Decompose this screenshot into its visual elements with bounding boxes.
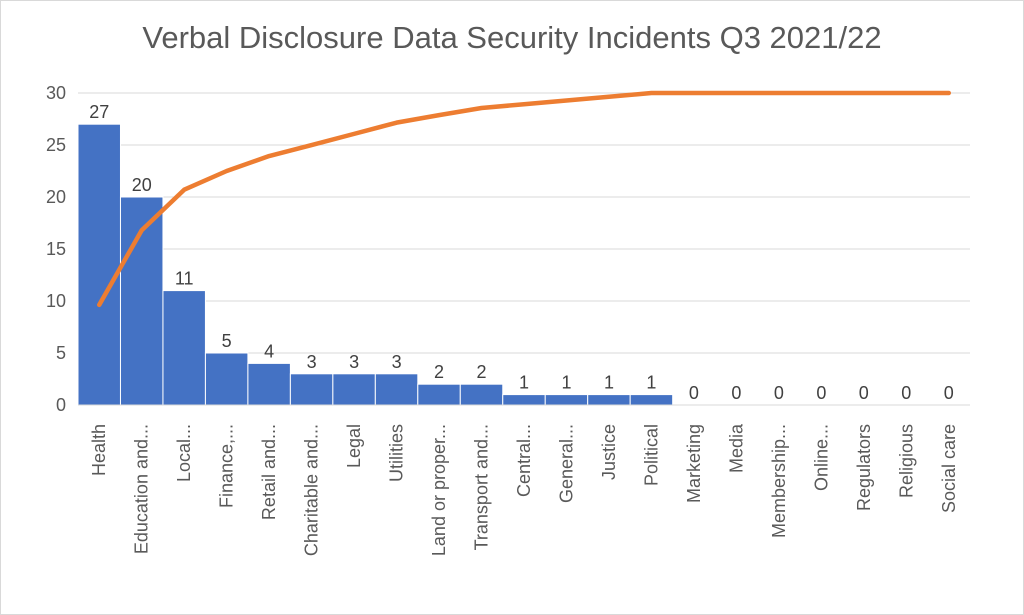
data-label: 1 [646, 373, 656, 393]
bar [204, 352, 249, 406]
x-tick-label: Land or proper... [429, 424, 449, 556]
data-label: 2 [434, 362, 444, 382]
bar [247, 362, 291, 406]
data-label: 2 [477, 362, 487, 382]
data-label: 5 [222, 331, 232, 351]
y-tick-label: 25 [46, 135, 66, 155]
x-tick-label: Retail and... [259, 424, 279, 520]
data-label: 0 [944, 383, 954, 403]
y-tick-label: 0 [56, 395, 66, 415]
x-tick-label: Education and... [132, 424, 152, 554]
chart-title: Verbal Disclosure Data Security Incident… [142, 20, 882, 55]
bar [417, 383, 461, 406]
data-label: 4 [264, 341, 274, 361]
y-tick-label: 10 [46, 291, 66, 311]
x-tick-label: General... [556, 424, 576, 503]
data-label: 3 [392, 352, 402, 372]
bar [629, 394, 674, 406]
bar [502, 394, 546, 406]
data-label: 11 [175, 269, 194, 289]
x-tick-label: Religious [896, 424, 916, 498]
bar [162, 290, 206, 406]
x-tick-label: Utilities [387, 424, 407, 482]
y-tick-label: 15 [46, 239, 66, 259]
data-label: 0 [901, 383, 911, 403]
data-label: 0 [689, 383, 699, 403]
y-tick-label: 5 [56, 343, 66, 363]
x-tick-label: Justice [599, 424, 619, 480]
data-label: 27 [89, 102, 109, 122]
data-label: 20 [132, 175, 152, 195]
data-label: 3 [307, 352, 317, 372]
data-label: 3 [349, 352, 359, 372]
data-label: 0 [816, 383, 826, 403]
x-tick-label: Charitable and... [302, 424, 322, 556]
bar [289, 373, 334, 406]
x-tick-label: Health [89, 424, 109, 476]
x-tick-label: Finance,... [217, 424, 237, 508]
data-label: 0 [859, 383, 869, 403]
data-label: 1 [604, 373, 614, 393]
x-tick-label: Social care [939, 424, 959, 513]
bar [544, 394, 589, 406]
x-tick-label: Regulators [854, 424, 874, 511]
data-label: 0 [774, 383, 784, 403]
bar [459, 383, 504, 406]
data-label: 0 [731, 383, 741, 403]
cumulative-line [96, 90, 952, 308]
x-tick-label: Legal [344, 424, 364, 468]
data-label: 1 [519, 373, 529, 393]
x-tick-label: Political [641, 424, 661, 486]
y-tick-label: 30 [46, 83, 66, 103]
bar [332, 373, 376, 406]
x-tick-label: Marketing [684, 424, 704, 503]
x-tick-label: Central... [514, 424, 534, 497]
x-tick-label: Membership... [769, 424, 789, 538]
bar [587, 394, 631, 406]
x-tick-label: Local... [174, 424, 194, 482]
bar [374, 373, 419, 406]
bar [77, 123, 121, 406]
x-tick-label: Media [726, 423, 746, 473]
x-tick-label: Online... [811, 424, 831, 491]
x-tick-label: Transport and... [472, 424, 492, 550]
y-tick-label: 20 [46, 187, 66, 207]
data-label: 1 [561, 373, 571, 393]
